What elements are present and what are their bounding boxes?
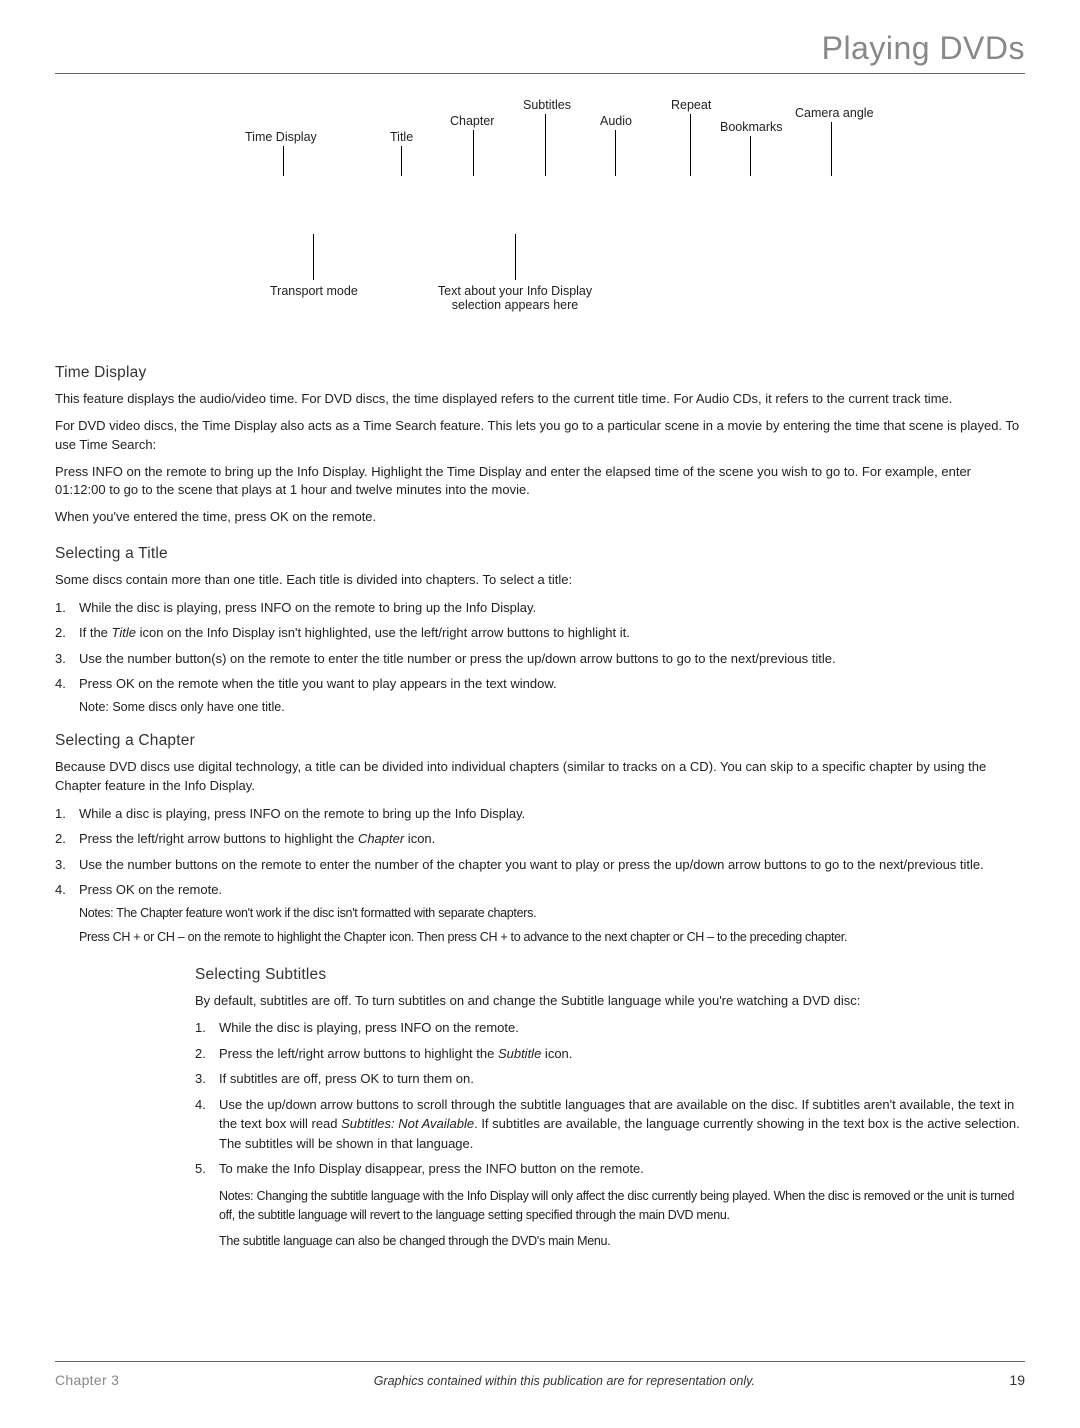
sub-step-4i: Subtitles: Not Available bbox=[341, 1116, 474, 1131]
sub-step-2a: Press the left/right arrow buttons to hi… bbox=[219, 1046, 498, 1061]
title-step-2i: Title bbox=[112, 625, 136, 640]
title-step-3: Use the number button(s) on the remote t… bbox=[55, 649, 1025, 669]
sub-step-2i: Subtitle bbox=[498, 1046, 541, 1061]
sub-step-5: To make the Info Display disappear, pres… bbox=[195, 1159, 1025, 1179]
title-p1: Some discs contain more than one title. … bbox=[55, 571, 1025, 590]
sub-note-2: The subtitle language can also be change… bbox=[195, 1232, 1025, 1251]
footer-caption: Graphics contained within this publicati… bbox=[119, 1374, 1009, 1388]
time-p3: Press INFO on the remote to bring up the… bbox=[55, 463, 1025, 501]
heading-time-display: Time Display bbox=[55, 364, 1025, 382]
subtitles-block: Selecting Subtitles By default, subtitle… bbox=[195, 966, 1025, 1252]
chapter-step-2: Press the left/right arrow buttons to hi… bbox=[55, 829, 1025, 849]
sub-step-2b: icon. bbox=[541, 1046, 572, 1061]
time-p4: When you've entered the time, press OK o… bbox=[55, 508, 1025, 527]
sub-step-4: Use the up/down arrow buttons to scroll … bbox=[195, 1095, 1025, 1154]
time-p2: For DVD video discs, the Time Display al… bbox=[55, 417, 1025, 455]
title-rule bbox=[55, 73, 1025, 74]
sub-step-1: While the disc is playing, press INFO on… bbox=[195, 1018, 1025, 1038]
chapter-step-2a: Press the left/right arrow buttons to hi… bbox=[79, 831, 358, 846]
sub-note-1: Notes: Changing the subtitle language wi… bbox=[195, 1187, 1025, 1225]
info-display-diagram: Time Display Title Chapter Subtitles Aud… bbox=[195, 94, 915, 354]
label-transport-mode: Transport mode bbox=[270, 284, 358, 298]
label-bookmarks: Bookmarks bbox=[720, 120, 783, 134]
sub-step-2: Press the left/right arrow buttons to hi… bbox=[195, 1044, 1025, 1064]
page-footer: Chapter 3 Graphics contained within this… bbox=[55, 1361, 1025, 1388]
title-step-4: Press OK on the remote when the title yo… bbox=[55, 674, 1025, 694]
chapter-step-2i: Chapter bbox=[358, 831, 404, 846]
chapter-note-2: Press CH + or CH – on the remote to high… bbox=[55, 930, 1025, 944]
time-p1: This feature displays the audio/video ti… bbox=[55, 390, 1025, 409]
heading-selecting-title: Selecting a Title bbox=[55, 545, 1025, 563]
title-step-2: If the Title icon on the Info Display is… bbox=[55, 623, 1025, 643]
title-step-2b: icon on the Info Display isn't highlight… bbox=[136, 625, 630, 640]
chapter-step-1: While a disc is playing, press INFO on t… bbox=[55, 804, 1025, 824]
heading-selecting-chapter: Selecting a Chapter bbox=[55, 732, 1025, 750]
label-time-display: Time Display bbox=[245, 130, 317, 144]
label-repeat: Repeat bbox=[671, 98, 711, 112]
footer-page-number: 19 bbox=[1009, 1372, 1025, 1388]
label-camera-angle: Camera angle bbox=[795, 106, 874, 120]
label-info-text-l1: Text about your Info Display bbox=[438, 284, 592, 298]
label-info-text-l2: selection appears here bbox=[452, 298, 578, 312]
label-title: Title bbox=[390, 130, 413, 144]
title-step-2a: If the bbox=[79, 625, 112, 640]
page-title: Playing DVDs bbox=[55, 30, 1025, 67]
chapter-step-2b: icon. bbox=[404, 831, 435, 846]
label-info-text: Text about your Info Display selection a… bbox=[385, 284, 645, 312]
chapter-step-3: Use the number buttons on the remote to … bbox=[55, 855, 1025, 875]
sub-steps: While the disc is playing, press INFO on… bbox=[195, 1018, 1025, 1179]
title-note: Note: Some discs only have one title. bbox=[55, 700, 1025, 714]
label-audio: Audio bbox=[600, 114, 632, 128]
label-subtitles: Subtitles bbox=[523, 98, 571, 112]
footer-chapter: Chapter 3 bbox=[55, 1372, 119, 1388]
title-step-1: While the disc is playing, press INFO on… bbox=[55, 598, 1025, 618]
label-chapter: Chapter bbox=[450, 114, 494, 128]
title-steps: While the disc is playing, press INFO on… bbox=[55, 598, 1025, 694]
sub-step-3: If subtitles are off, press OK to turn t… bbox=[195, 1069, 1025, 1089]
sub-p1: By default, subtitles are off. To turn s… bbox=[195, 992, 1025, 1011]
chapter-note-1: Notes: The Chapter feature won't work if… bbox=[55, 906, 1025, 920]
chapter-p1: Because DVD discs use digital technology… bbox=[55, 758, 1025, 796]
chapter-steps: While a disc is playing, press INFO on t… bbox=[55, 804, 1025, 900]
chapter-step-4: Press OK on the remote. bbox=[55, 880, 1025, 900]
heading-selecting-subtitles: Selecting Subtitles bbox=[195, 966, 1025, 984]
